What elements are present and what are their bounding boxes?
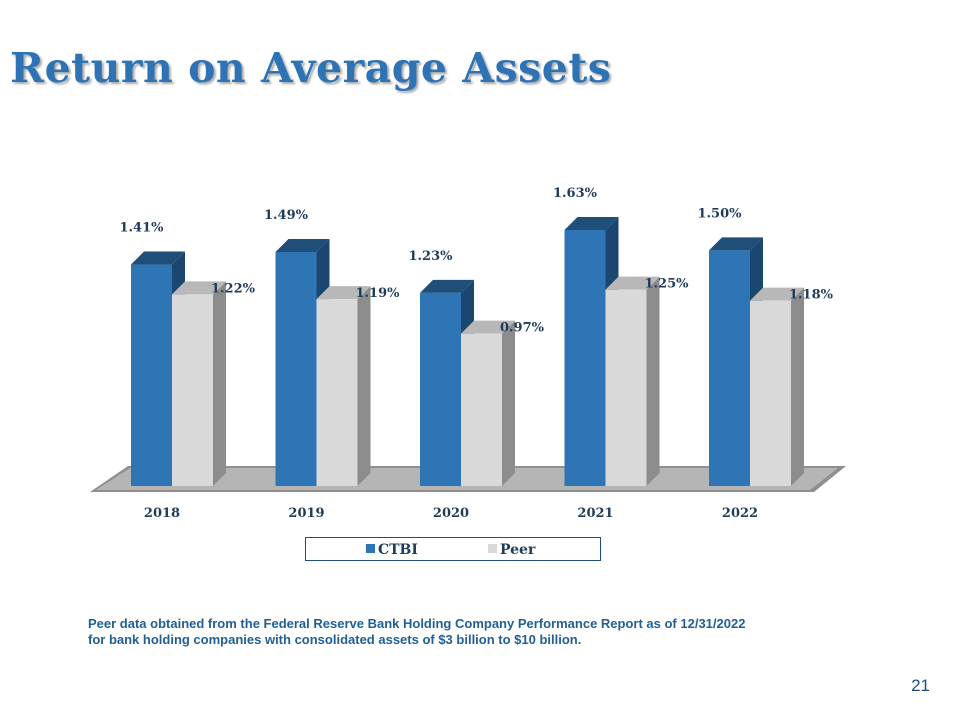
data-label-peer-2021: 1.25%: [644, 277, 689, 292]
footnote: Peer data obtained from the Federal Rese…: [88, 616, 888, 648]
legend-swatch-ctbi: [366, 544, 375, 553]
data-label-ctbi-2018: 1.41%: [119, 221, 164, 236]
x-tick-label-2018: 2018: [144, 506, 180, 521]
bar-side-peer-2021: [646, 276, 660, 486]
bar-side-peer-2020: [502, 320, 515, 486]
bar-top-ctbi-2018: [131, 251, 185, 265]
bar-side-peer-2019: [357, 286, 371, 486]
legend-label-ctbi: CTBI: [378, 542, 418, 558]
data-label-ctbi-2022: 1.50%: [697, 206, 742, 221]
legend-label-peer: Peer: [500, 542, 536, 558]
footnote-line-1: Peer data obtained from the Federal Rese…: [88, 616, 746, 631]
bar-top-ctbi-2022: [709, 237, 763, 251]
data-label-peer-2022: 1.18%: [789, 288, 834, 303]
data-label-peer-2019: 1.19%: [355, 286, 400, 301]
data-label-ctbi-2021: 1.63%: [553, 186, 598, 201]
legend-box: [305, 537, 601, 561]
bar-side-peer-2022: [791, 287, 804, 486]
bar-ctbi-2019: [275, 251, 317, 486]
slide-title: Return on Average Assets: [10, 44, 612, 92]
page-number: 21: [911, 676, 930, 695]
bar-top-ctbi-2021: [564, 217, 619, 230]
data-label-peer-2020: 0.97%: [500, 321, 545, 336]
bar-ctbi-2021: [564, 230, 606, 486]
bar-top-peer-2019: [316, 286, 371, 300]
x-tick-label-2022: 2022: [722, 506, 758, 521]
x-tick-label-2019: 2019: [288, 506, 324, 521]
legend-swatch-peer: [488, 544, 497, 553]
bar-ctbi-2018: [131, 264, 172, 486]
bar-top-peer-2018: [172, 281, 226, 295]
bar-peer-2020: [461, 333, 502, 486]
bar-top-peer-2022: [750, 287, 804, 301]
bar-top-ctbi-2019: [275, 238, 330, 252]
bar-peer-2018: [172, 294, 213, 486]
bar-top-peer-2020: [461, 320, 515, 334]
data-label-ctbi-2020: 1.23%: [408, 249, 453, 264]
bar-ctbi-2020: [420, 292, 461, 486]
footnote-line-2: for bank holding companies with consolid…: [88, 632, 582, 647]
x-tick-label-2021: 2021: [577, 506, 613, 521]
bar-top-peer-2021: [605, 276, 660, 290]
data-label-peer-2018: 1.22%: [211, 281, 256, 296]
data-label-ctbi-2019: 1.49%: [264, 208, 309, 223]
bar-side-peer-2018: [213, 281, 226, 486]
roaa-bar-chart: 1.41% 1.22% 2018 1.49% 1.19% 2019 1.23% 0.97% 20…: [90, 186, 846, 561]
x-tick-label-2020: 2020: [433, 506, 469, 521]
bar-peer-2021: [605, 289, 647, 486]
bar-peer-2022: [750, 300, 791, 486]
bar-top-ctbi-2020: [420, 279, 474, 293]
bar-peer-2019: [316, 299, 358, 486]
bar-ctbi-2022: [709, 250, 750, 486]
